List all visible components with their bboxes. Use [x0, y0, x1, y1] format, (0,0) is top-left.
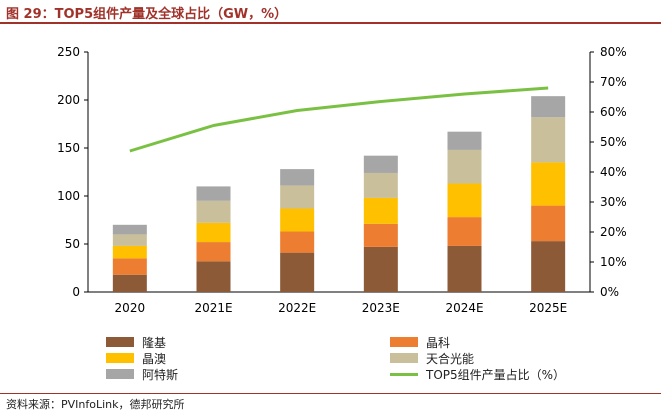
bar-segment — [363, 197, 398, 224]
bar-segment — [112, 245, 147, 259]
legend-item-csi: 阿特斯 — [106, 366, 178, 382]
x-tick-label: 2025E — [529, 301, 567, 315]
y-right-tick-label: 80% — [600, 45, 627, 59]
bar-segment — [447, 149, 482, 184]
bar-segment — [280, 231, 315, 253]
y-right-tick-label: 10% — [600, 255, 627, 269]
legend-label-line: TOP5组件产量占比（%） — [426, 367, 566, 382]
bar-segment — [112, 234, 147, 246]
bar-segment — [447, 245, 482, 292]
bar-segment — [363, 246, 398, 292]
bar-segment — [112, 274, 147, 292]
bar-segment — [280, 252, 315, 292]
legend-label-trina: 天合光能 — [426, 351, 475, 366]
bar-segment — [112, 258, 147, 275]
bar-segment — [363, 223, 398, 247]
x-tick-label: 2020 — [115, 301, 146, 315]
legend-swatch-ja — [106, 353, 134, 363]
x-tick-label: 2023E — [362, 301, 400, 315]
legend-swatch-jinko — [390, 337, 418, 347]
bar-segment — [196, 242, 231, 262]
y-left-tick-label: 0 — [72, 285, 80, 299]
bar-segment — [280, 208, 315, 232]
y-left-tick-label: 200 — [57, 93, 80, 107]
y-left-tick-label: 100 — [57, 189, 80, 203]
legend-swatch-trina — [390, 353, 418, 363]
bar-segment — [531, 96, 566, 118]
chart-title: 图 29：TOP5组件产量及全球占比（GW，%） — [6, 7, 288, 22]
x-tick-label: 2022E — [278, 301, 316, 315]
bar-segment — [531, 205, 566, 242]
bar-segment — [531, 117, 566, 163]
bar-segment — [280, 185, 315, 209]
y-right-tick-label: 70% — [600, 75, 627, 89]
bar-segment — [531, 241, 566, 292]
share-line — [129, 86, 549, 153]
title-divider — [0, 22, 661, 24]
source-note: 资料来源：PVInfoLink，德邦研究所 — [6, 398, 185, 411]
bar-segment — [447, 131, 482, 150]
y-right-tick-label: 40% — [600, 165, 627, 179]
y-right-tick-label: 30% — [600, 195, 627, 209]
bar-segment — [280, 169, 315, 186]
legend-label-ja: 晶澳 — [142, 351, 167, 366]
legend-swatch-line — [390, 372, 418, 376]
y-right-tick-label: 60% — [600, 105, 627, 119]
x-tick-label: 2021E — [194, 301, 232, 315]
bar-segment — [531, 162, 566, 206]
legend-swatch-csi — [106, 369, 134, 379]
legend-label-jinko: 晶科 — [426, 335, 451, 350]
legend-swatch-longi — [106, 337, 134, 347]
bar-segment — [363, 172, 398, 198]
y-right-tick-label: 50% — [600, 135, 627, 149]
bar-segment — [196, 261, 231, 292]
bar-segment — [112, 224, 147, 235]
legend-item-ja: 晶澳 — [106, 350, 166, 366]
legend-label-longi: 隆基 — [142, 335, 167, 350]
bar-segment — [447, 217, 482, 246]
bar-segment — [196, 200, 231, 223]
bar-segment — [196, 186, 231, 201]
bar-segment — [447, 183, 482, 218]
y-left-tick-label: 150 — [57, 141, 80, 155]
bar-segment — [196, 222, 231, 243]
y-left-tick-label: 50 — [65, 237, 80, 251]
y-left-tick-label: 250 — [57, 45, 80, 59]
bar-segment — [363, 155, 398, 173]
footer-divider — [0, 393, 661, 394]
legend-label-csi: 阿特斯 — [142, 367, 179, 382]
legend-item-jinko: 晶科 — [390, 334, 450, 350]
legend-item-longi: 隆基 — [106, 334, 166, 350]
y-right-tick-label: 0% — [600, 285, 619, 299]
y-right-tick-label: 20% — [600, 225, 627, 239]
legend-item-trina: 天合光能 — [390, 350, 474, 366]
legend-item-line: TOP5组件产量占比（%） — [390, 366, 565, 382]
x-tick-label: 2024E — [445, 301, 483, 315]
